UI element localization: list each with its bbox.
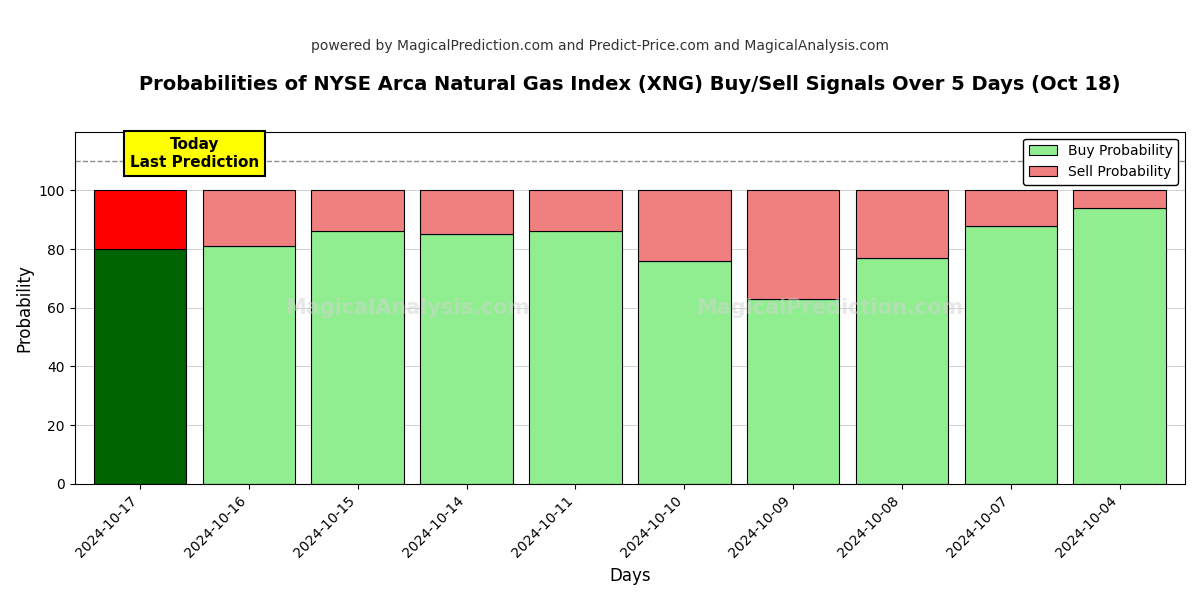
Text: Today
Last Prediction: Today Last Prediction	[130, 137, 259, 170]
Bar	[856, 258, 948, 484]
Bar	[1074, 208, 1166, 484]
Bar	[203, 246, 295, 484]
Bar	[746, 299, 839, 484]
Bar	[94, 190, 186, 249]
Text: powered by MagicalPrediction.com and Predict-Price.com and MagicalAnalysis.com: powered by MagicalPrediction.com and Pre…	[311, 39, 889, 53]
Bar	[856, 190, 948, 258]
Bar	[746, 190, 839, 299]
Legend: Buy Probability, Sell Probability: Buy Probability, Sell Probability	[1024, 139, 1178, 185]
Bar	[638, 190, 731, 261]
Bar	[420, 235, 512, 484]
Bar	[965, 226, 1057, 484]
Bar	[1074, 190, 1166, 208]
X-axis label: Days: Days	[610, 567, 650, 585]
Bar	[529, 190, 622, 232]
Bar	[203, 190, 295, 246]
Bar	[94, 249, 186, 484]
Text: MagicalPrediction.com: MagicalPrediction.com	[696, 298, 964, 318]
Bar	[420, 190, 512, 235]
Bar	[312, 232, 404, 484]
Title: Probabilities of NYSE Arca Natural Gas Index (XNG) Buy/Sell Signals Over 5 Days : Probabilities of NYSE Arca Natural Gas I…	[139, 75, 1121, 94]
Bar	[529, 232, 622, 484]
Y-axis label: Probability: Probability	[16, 264, 34, 352]
Bar	[638, 261, 731, 484]
Bar	[965, 190, 1057, 226]
Bar	[312, 190, 404, 232]
Text: MagicalAnalysis.com: MagicalAnalysis.com	[286, 298, 530, 318]
